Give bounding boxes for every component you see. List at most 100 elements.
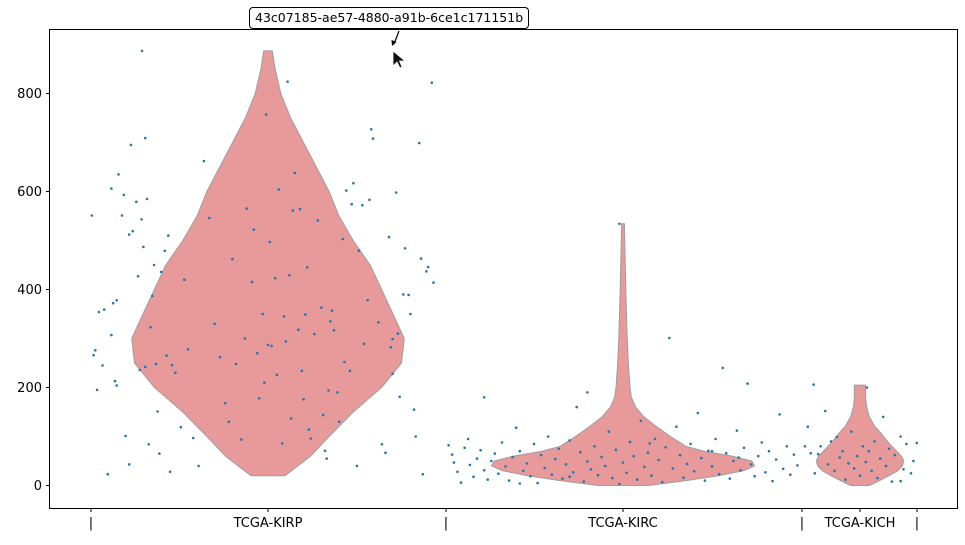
data-point bbox=[813, 472, 817, 475]
data-point bbox=[625, 471, 628, 475]
x-separator-label: | bbox=[915, 516, 919, 531]
data-point bbox=[366, 299, 370, 302]
x-tick-label: TCGA-KICH bbox=[824, 516, 896, 531]
data-point bbox=[792, 453, 796, 456]
data-point bbox=[511, 455, 514, 459]
data-point bbox=[156, 410, 159, 413]
violin-tcga-kich bbox=[815, 384, 905, 486]
data-point bbox=[650, 474, 653, 478]
data-point bbox=[466, 437, 470, 441]
data-point bbox=[357, 249, 361, 253]
y-tick-label: 400 bbox=[17, 283, 42, 298]
data-point bbox=[149, 325, 152, 329]
data-point bbox=[131, 229, 134, 233]
data-point bbox=[561, 477, 564, 480]
data-point bbox=[703, 479, 707, 482]
data-point bbox=[430, 81, 434, 84]
data-point bbox=[124, 434, 127, 438]
data-point bbox=[479, 448, 482, 452]
data-point bbox=[746, 382, 749, 385]
data-point bbox=[398, 395, 402, 399]
y-tick-label: 600 bbox=[17, 185, 42, 200]
data-point bbox=[867, 449, 870, 453]
data-point bbox=[145, 197, 149, 201]
data-point bbox=[151, 294, 154, 298]
data-point bbox=[179, 425, 183, 429]
data-point bbox=[336, 391, 339, 394]
data-point bbox=[582, 480, 586, 483]
data-point bbox=[543, 466, 546, 470]
data-point bbox=[835, 435, 839, 439]
data-point bbox=[250, 280, 254, 284]
data-point bbox=[159, 270, 163, 274]
data-point bbox=[447, 444, 450, 447]
data-point bbox=[273, 276, 277, 280]
data-point bbox=[387, 235, 391, 239]
data-point bbox=[341, 237, 345, 241]
data-point bbox=[536, 481, 539, 485]
data-point bbox=[268, 240, 272, 244]
data-point bbox=[391, 372, 394, 376]
data-point bbox=[352, 181, 355, 185]
data-point bbox=[826, 463, 830, 466]
data-point bbox=[110, 333, 113, 337]
data-point bbox=[628, 440, 632, 444]
data-point bbox=[500, 441, 504, 444]
data-point bbox=[887, 447, 891, 451]
data-point bbox=[468, 463, 472, 467]
data-point bbox=[142, 245, 145, 249]
y-tick-label: 200 bbox=[17, 381, 42, 396]
data-point bbox=[568, 439, 571, 442]
data-point bbox=[890, 480, 894, 483]
data-point bbox=[812, 383, 815, 386]
data-point bbox=[275, 373, 279, 377]
data-point bbox=[653, 437, 657, 441]
data-point bbox=[158, 452, 161, 455]
data-point bbox=[208, 216, 211, 220]
data-point bbox=[870, 469, 873, 473]
data-point bbox=[261, 312, 265, 316]
highlighted-point bbox=[140, 49, 144, 53]
data-point bbox=[384, 451, 387, 455]
data-point bbox=[635, 478, 639, 481]
data-point bbox=[525, 462, 529, 465]
data-point bbox=[841, 449, 844, 453]
data-point bbox=[486, 478, 490, 481]
data-point bbox=[140, 218, 143, 221]
x-separator-label: | bbox=[89, 516, 93, 531]
data-point bbox=[90, 214, 94, 217]
data-point bbox=[742, 446, 746, 450]
data-point bbox=[568, 475, 571, 479]
data-point bbox=[345, 189, 348, 192]
data-point bbox=[115, 384, 118, 387]
data-point bbox=[266, 343, 270, 347]
data-point bbox=[350, 202, 354, 206]
data-point bbox=[456, 470, 459, 474]
data-point bbox=[557, 447, 561, 451]
data-point bbox=[120, 214, 124, 217]
x-separator-label: | bbox=[444, 516, 448, 531]
data-point bbox=[135, 200, 138, 204]
data-point bbox=[571, 471, 575, 474]
data-point bbox=[186, 348, 190, 351]
data-point bbox=[852, 467, 856, 470]
data-point bbox=[865, 386, 869, 389]
data-point bbox=[707, 449, 710, 453]
data-point bbox=[899, 479, 902, 483]
data-point bbox=[696, 411, 700, 415]
data-point bbox=[472, 475, 475, 479]
data-point bbox=[618, 222, 621, 226]
data-point bbox=[915, 441, 919, 445]
data-point bbox=[147, 443, 150, 446]
data-point bbox=[664, 446, 667, 449]
data-point bbox=[475, 457, 479, 460]
data-point bbox=[522, 469, 525, 473]
data-point bbox=[912, 459, 915, 463]
data-point bbox=[796, 464, 799, 467]
data-point bbox=[771, 479, 774, 483]
data-point bbox=[403, 247, 407, 250]
data-point bbox=[183, 278, 186, 282]
data-point bbox=[554, 457, 557, 461]
data-point bbox=[760, 441, 764, 444]
data-point bbox=[394, 191, 398, 194]
